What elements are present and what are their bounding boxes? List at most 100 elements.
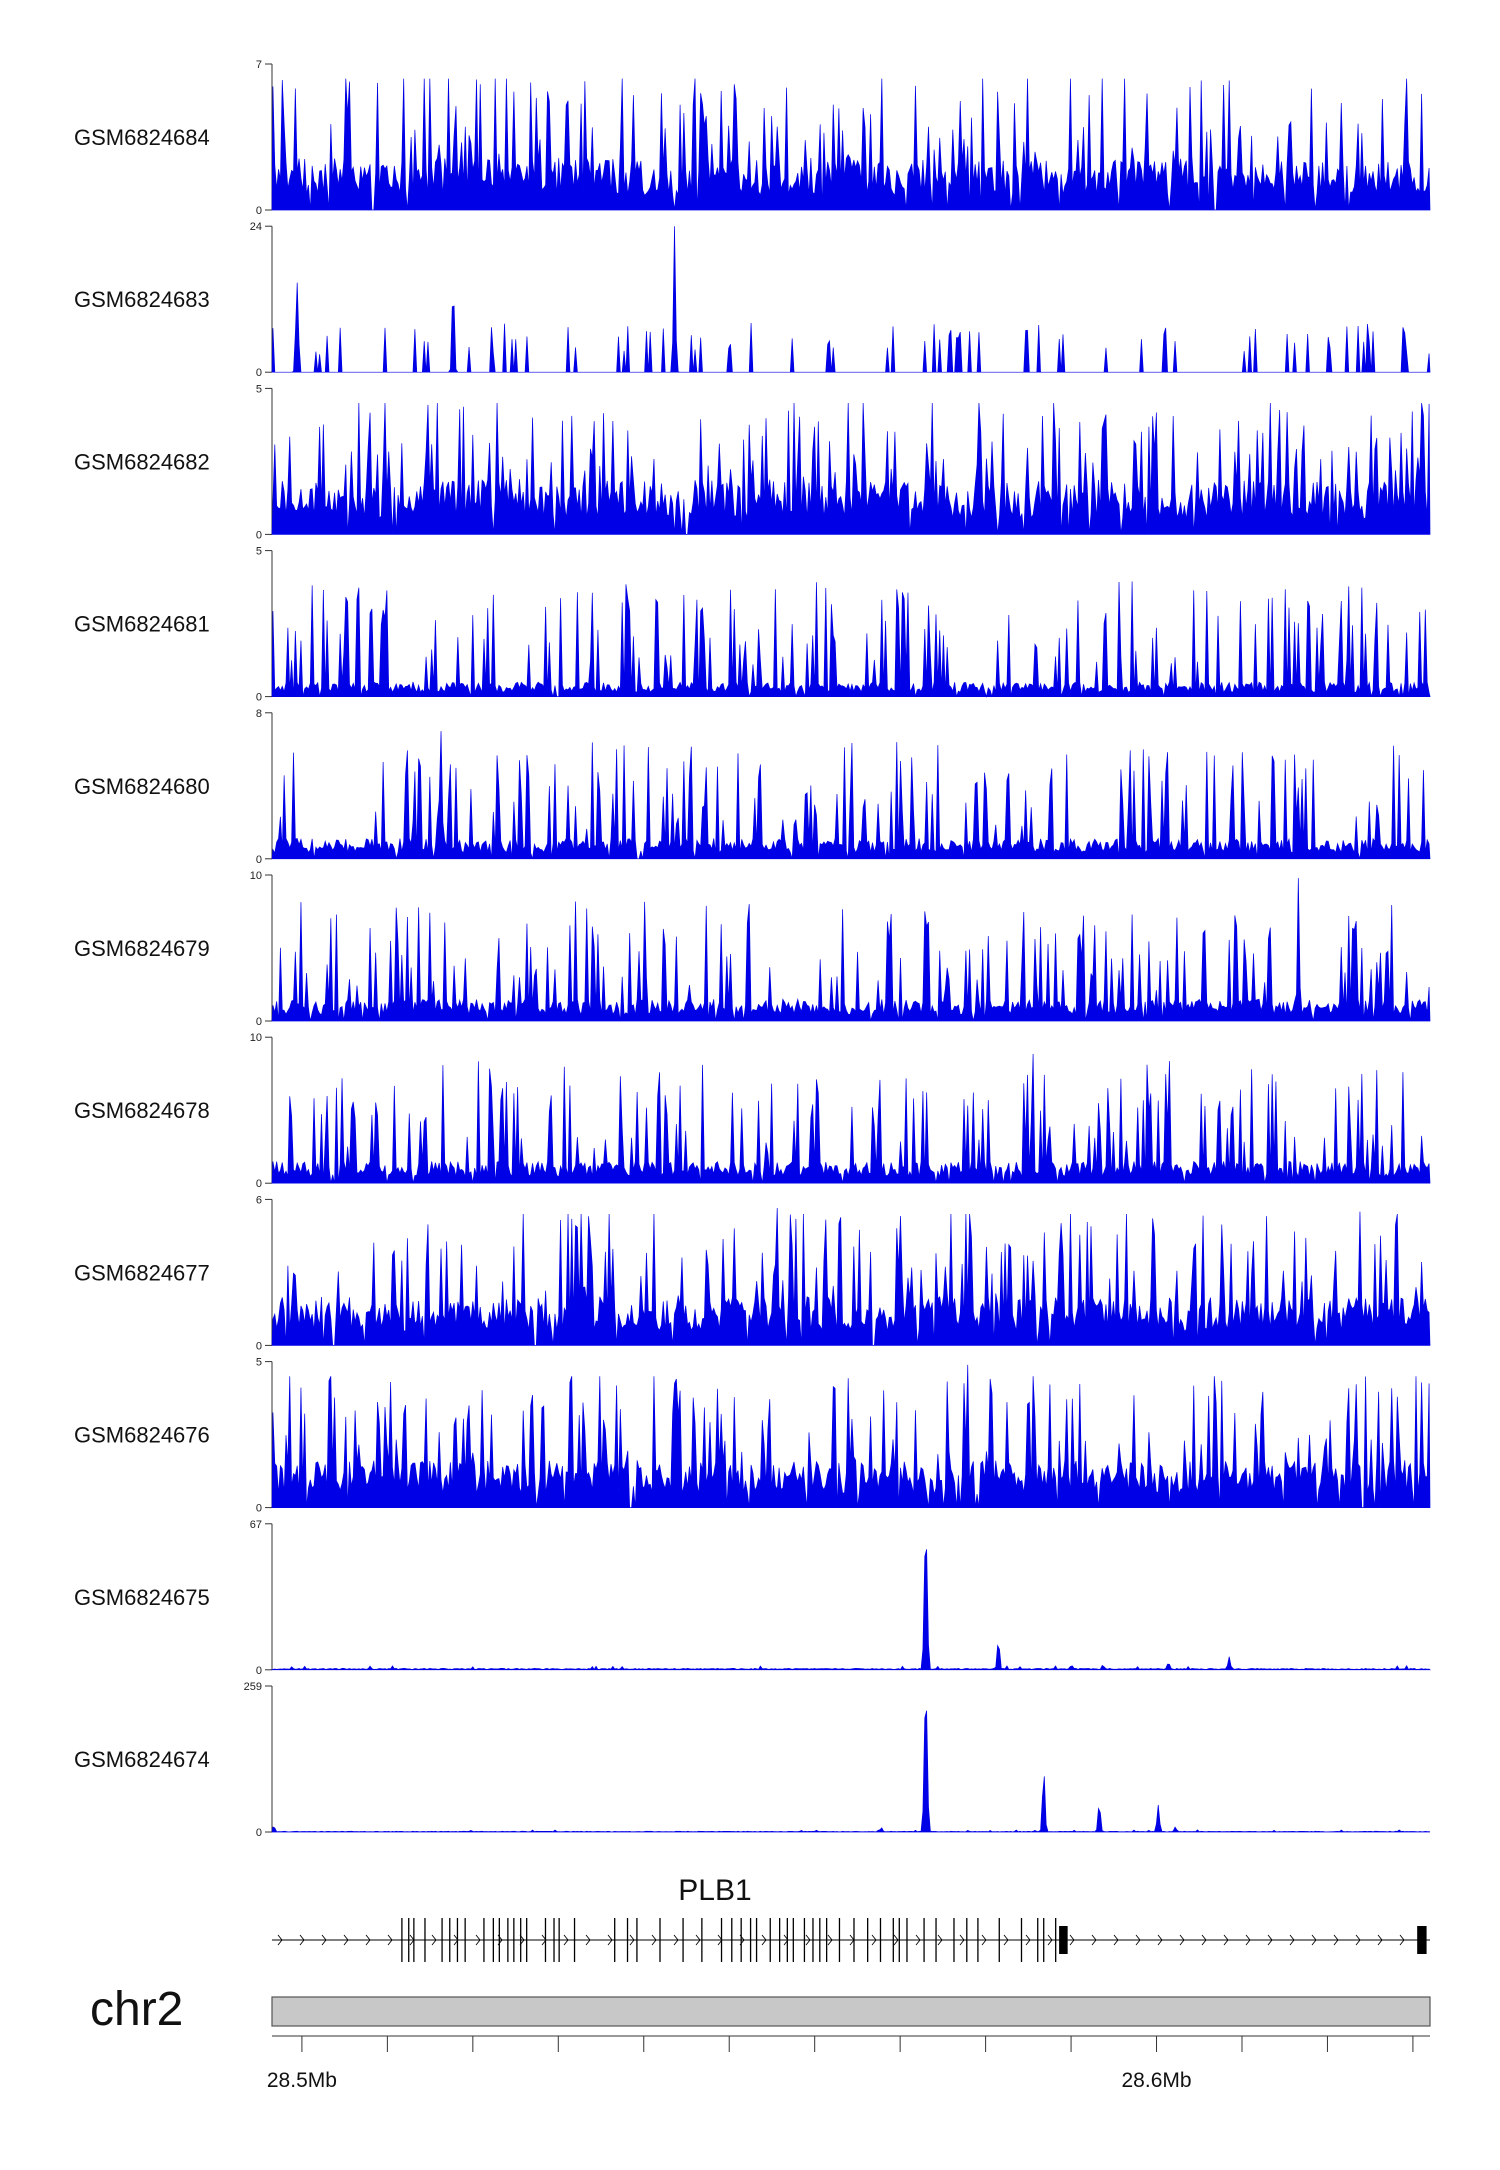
track-label: GSM6824680 (74, 774, 210, 799)
track-GSM6824684: GSM6824684 7 0 (74, 59, 1431, 217)
track-label: GSM6824677 (74, 1260, 210, 1285)
y-min-label: 0 (256, 1016, 262, 1028)
strand-arrow (981, 1934, 987, 1946)
y-max-label: 5 (256, 546, 262, 558)
strand-arrow (783, 1934, 789, 1946)
signal-area (271, 226, 1431, 373)
strand-arrow (1047, 1934, 1053, 1946)
y-min-label: 0 (256, 692, 262, 704)
strand-arrow (937, 1934, 943, 1946)
strand-arrow (1201, 1934, 1207, 1946)
y-max-label: 5 (256, 1357, 262, 1369)
strand-arrow (1355, 1934, 1361, 1946)
strand-arrow (827, 1934, 833, 1946)
signal-area (271, 1053, 1431, 1184)
strand-arrow (761, 1934, 767, 1946)
chromosome-ideogram (271, 1996, 1431, 2027)
y-max-label: 7 (256, 59, 262, 71)
y-max-label: 67 (250, 1519, 262, 1531)
strand-arrow (1399, 1934, 1405, 1946)
y-min-label: 0 (256, 1340, 262, 1352)
track-GSM6824682: GSM6824682 5 0 (74, 383, 1431, 541)
track-label: GSM6824675 (74, 1585, 210, 1610)
strand-arrow (651, 1934, 657, 1946)
strand-arrow (321, 1934, 327, 1946)
strand-arrow (1135, 1934, 1141, 1946)
signal-area (271, 1364, 1431, 1508)
strand-arrow (695, 1934, 701, 1946)
y-max-label: 8 (256, 708, 262, 720)
y-min-label: 0 (256, 205, 262, 217)
signal-area (271, 1710, 1431, 1833)
strand-arrow (365, 1934, 371, 1946)
signal-area (270, 1549, 1431, 1671)
y-max-label: 24 (250, 221, 262, 233)
signal-area (271, 78, 1431, 211)
signal-area (271, 1208, 1431, 1346)
strand-arrow (805, 1934, 811, 1946)
track-GSM6824683: GSM6824683 24 0 (74, 221, 1431, 379)
track-GSM6824678: GSM6824678 10 0 (74, 1032, 1431, 1190)
track-label: GSM6824683 (74, 287, 210, 312)
strand-arrow (1267, 1934, 1273, 1946)
x-tick-label: 28.5Mb (267, 2069, 337, 2092)
signal-tracks: GSM682468470GSM6824683240GSM682468250GSM… (74, 59, 1431, 1839)
strand-arrow (1157, 1934, 1163, 1946)
chromosome-label: chr2 (90, 1983, 183, 2036)
track-label: GSM6824681 (74, 612, 210, 637)
y-min-label: 0 (256, 854, 262, 866)
signal-area (271, 731, 1431, 860)
y-max-label: 10 (250, 870, 262, 882)
track-GSM6824674: GSM6824674 259 0 (74, 1681, 1431, 1839)
signal-area (271, 878, 1431, 1022)
strand-arrow (1025, 1934, 1031, 1946)
x-tick-label: 28.6Mb (1122, 2069, 1192, 2092)
strand-arrow (673, 1934, 679, 1946)
track-GSM6824677: GSM6824677 6 0 (74, 1194, 1431, 1352)
y-min-label: 0 (256, 1665, 262, 1677)
strand-arrow (1311, 1934, 1317, 1946)
track-label: GSM6824676 (74, 1423, 210, 1448)
gene-coding-block (1417, 1926, 1427, 1954)
track-GSM6824681: GSM6824681 5 0 (74, 546, 1431, 704)
strand-arrow (1377, 1934, 1383, 1946)
strand-arrow (563, 1934, 569, 1946)
track-GSM6824676: GSM6824676 5 0 (74, 1357, 1431, 1515)
track-GSM6824680: GSM6824680 8 0 (74, 708, 1431, 866)
strand-arrow (871, 1934, 877, 1946)
strand-arrow (1333, 1934, 1339, 1946)
strand-arrow (475, 1934, 481, 1946)
strand-arrow (431, 1934, 437, 1946)
strand-arrow (607, 1934, 613, 1946)
strand-arrow (1069, 1934, 1075, 1946)
strand-arrow (299, 1934, 305, 1946)
y-min-label: 0 (256, 1827, 262, 1839)
y-max-label: 6 (256, 1194, 262, 1206)
y-min-label: 0 (256, 1178, 262, 1190)
strand-arrow (1113, 1934, 1119, 1946)
strand-arrow (893, 1934, 899, 1946)
y-max-label: 5 (256, 383, 262, 395)
strand-arrow (1003, 1934, 1009, 1946)
strand-arrow (915, 1934, 921, 1946)
y-max-label: 10 (250, 1032, 262, 1044)
track-label: GSM6824684 (74, 125, 210, 150)
track-GSM6824679: GSM6824679 10 0 (74, 870, 1431, 1028)
strand-arrow (1179, 1934, 1185, 1946)
strand-arrow (1223, 1934, 1229, 1946)
signal-area (271, 402, 1431, 535)
track-GSM6824675: GSM6824675 67 0 (74, 1519, 1431, 1677)
strand-arrow (959, 1934, 965, 1946)
y-min-label: 0 (256, 529, 262, 541)
gene-model (272, 1918, 1430, 1962)
track-label: GSM6824682 (74, 449, 210, 474)
strand-arrow (629, 1934, 635, 1946)
track-label: GSM6824679 (74, 936, 210, 961)
gene-coding-block (1059, 1926, 1068, 1954)
genomic-x-axis: 28.5Mb 28.6Mb (267, 2035, 1430, 2092)
strand-arrow (277, 1934, 283, 1946)
y-min-label: 0 (256, 1503, 262, 1515)
y-min-label: 0 (256, 367, 262, 379)
strand-arrow (585, 1934, 591, 1946)
